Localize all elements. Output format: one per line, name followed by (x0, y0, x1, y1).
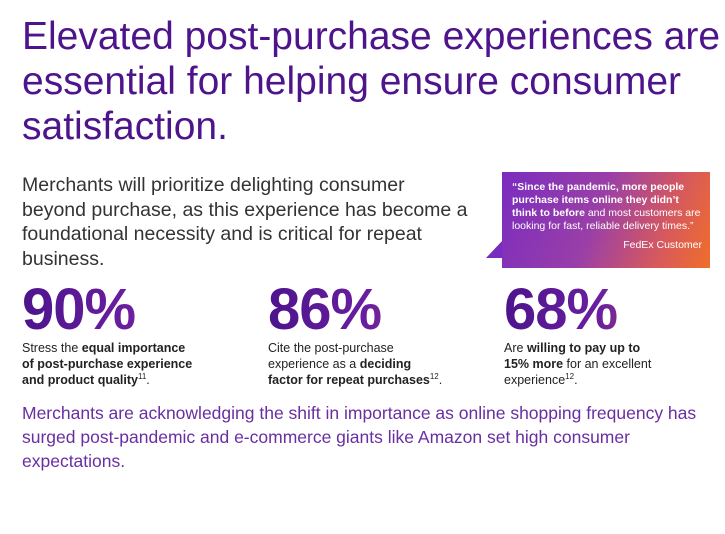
stat-caption-text: Cite the post-purchase (268, 341, 394, 355)
stat-caption-text: for an excellent (563, 357, 652, 371)
quote-normal-part: and most customers are looking for fast,… (512, 207, 701, 232)
stat-caption-text: . (146, 373, 150, 387)
footer-paragraph: Merchants are acknowledging the shift in… (22, 403, 697, 471)
stat-caption-text: . (438, 373, 443, 387)
quote-bold-part: Since the pandemic, more people purchase… (512, 181, 685, 219)
stat-caption-emphasis: deciding (359, 357, 412, 371)
customer-quote-callout: “Since the pandemic, more people purchas… (502, 172, 710, 268)
stat-value: 90% (22, 280, 262, 340)
stat-caption-emphasis: of post-purchase experience (22, 357, 193, 371)
quote-text: “Since the pandemic, more people purchas… (512, 181, 702, 233)
footnote-ref: 12 (429, 371, 439, 381)
stat-caption: Cite the post-purchase experience as a d… (268, 340, 498, 388)
intro-paragraph: Merchants will prioritize delighting con… (22, 174, 468, 270)
stat-caption-text: Stress the (22, 341, 82, 355)
stat-caption-text: . (574, 373, 578, 387)
stat-willing-to-pay: 68% Are willing to pay up to 15% more fo… (504, 280, 719, 388)
stat-deciding-factor: 86% Cite the post-purchase experience as… (268, 280, 498, 388)
stat-caption: Stress the equal importance of post-purc… (22, 340, 262, 388)
footnote-ref: 11 (137, 371, 147, 381)
stat-caption: Are willing to pay up to 15% more for an… (504, 340, 719, 388)
footnote-ref: 12 (565, 371, 575, 381)
quote-open-mark: “ (512, 181, 518, 193)
quote-source: FedEx Customer (623, 239, 702, 251)
quote-close-mark: ” (690, 220, 694, 232)
stat-value: 86% (268, 280, 498, 340)
stat-value: 68% (504, 280, 719, 340)
stat-caption-text: experience (504, 373, 566, 387)
stat-caption-text: experience as a (268, 357, 360, 371)
page-headline: Elevated post-purchase experiences are e… (22, 15, 721, 148)
stat-caption-emphasis: 15% more (504, 357, 564, 371)
stat-caption-emphasis: willing to pay up to (526, 341, 641, 355)
stat-caption-emphasis: equal importance (81, 341, 186, 355)
stat-caption-text: Are (504, 341, 527, 355)
stat-caption-emphasis: and product quality (22, 373, 138, 387)
stat-equal-importance: 90% Stress the equal importance of post-… (22, 280, 262, 388)
stat-caption-emphasis: factor for repeat purchases (268, 373, 430, 387)
quote-callout-tail (486, 240, 503, 258)
